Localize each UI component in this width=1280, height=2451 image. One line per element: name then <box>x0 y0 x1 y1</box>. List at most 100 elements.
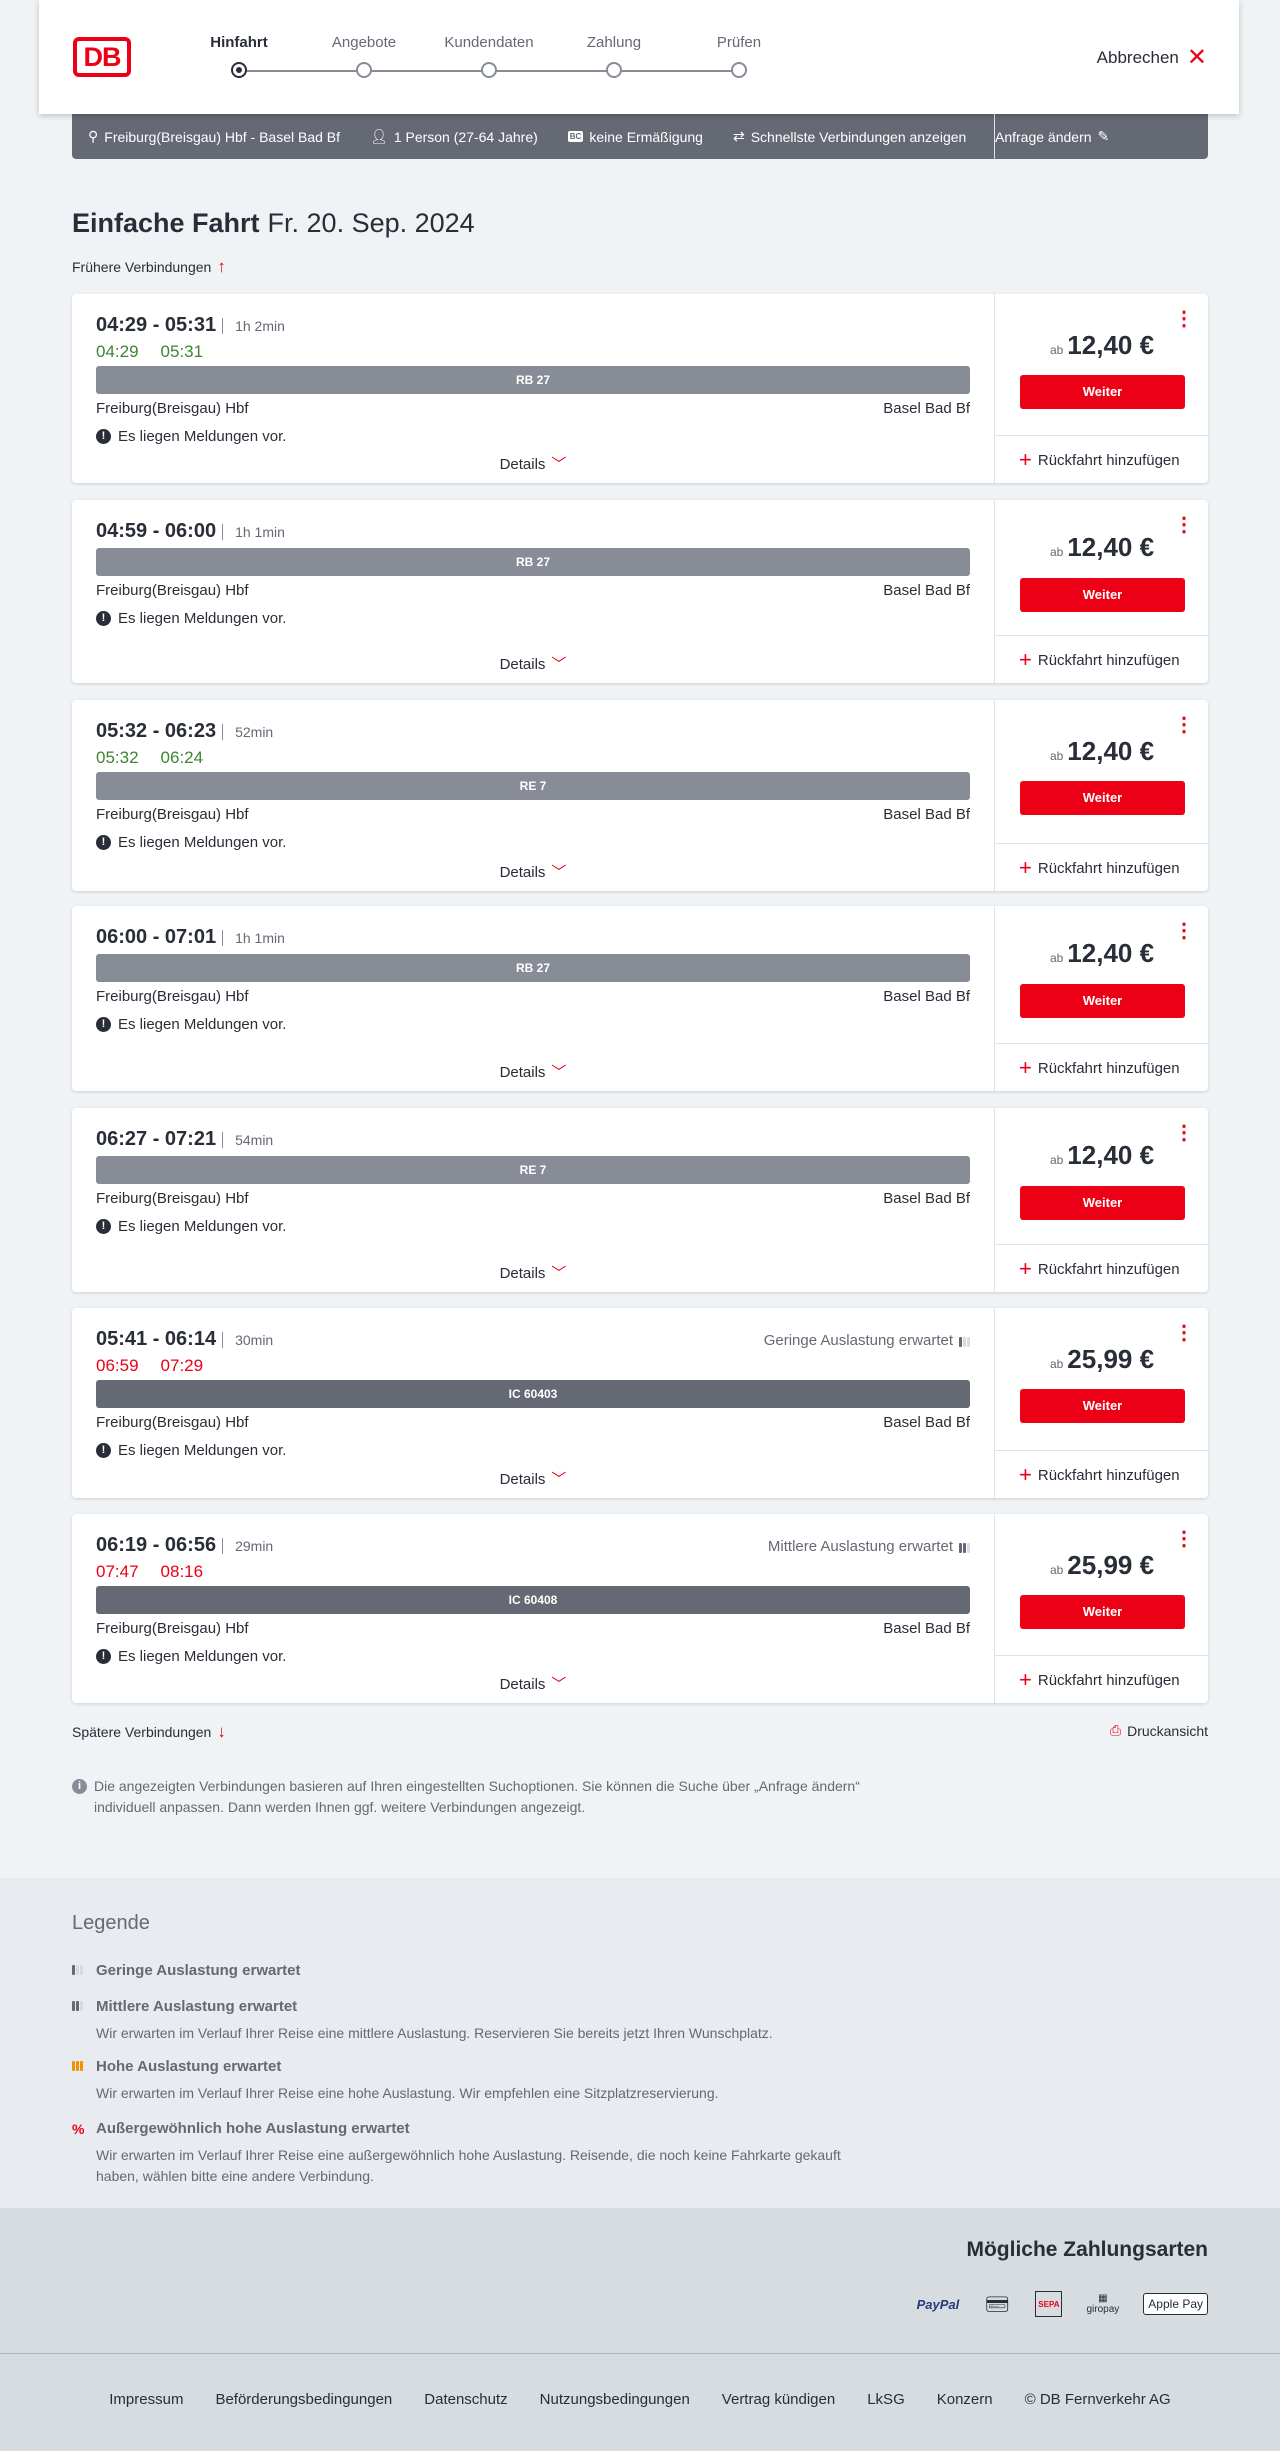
price: ab 25,99 € <box>995 1550 1209 1581</box>
continue-button[interactable]: Weiter <box>1020 1186 1185 1220</box>
disruption-message[interactable]: ! Es liegen Meldungen vor. <box>96 1016 286 1033</box>
add-return-button[interactable]: + Rückfahrt hinzufügen <box>1019 449 1180 471</box>
step-hinfahrt: Hinfahrt <box>179 34 299 78</box>
train-bar[interactable]: RB 27 <box>96 366 970 394</box>
change-request-label: Anfrage ändern <box>995 128 1092 145</box>
route-info: ⚲ Freiburg(Breisgau) Hbf - Basel Bad Bf <box>88 128 340 145</box>
db-logo[interactable]: DB <box>73 37 131 77</box>
cancel-button[interactable]: Abbrechen ✕ <box>1097 46 1207 70</box>
more-options-icon[interactable]: ⋮ <box>1174 714 1194 736</box>
add-return-button[interactable]: + Rückfahrt hinzufügen <box>1019 1464 1180 1486</box>
continue-button[interactable]: Weiter <box>1020 375 1185 409</box>
footer-link[interactable]: Konzern <box>936 2391 993 2408</box>
query-bar: ⚲ Freiburg(Breisgau) Hbf - Basel Bad Bf 👤… <box>72 114 1208 159</box>
duration: 52min <box>222 724 274 740</box>
add-return-button[interactable]: + Rückfahrt hinzufügen <box>1019 1669 1180 1691</box>
continue-button[interactable]: Weiter <box>1020 1595 1185 1629</box>
add-return-button[interactable]: + Rückfahrt hinzufügen <box>1019 1258 1180 1280</box>
duration: 30min <box>222 1332 274 1348</box>
progress-steps: Hinfahrt Angebote Kundendaten Zahlung Pr… <box>179 34 761 84</box>
continue-button[interactable]: Weiter <box>1020 781 1185 815</box>
step-dot <box>231 62 247 78</box>
location-pin-icon: ⚲ <box>88 128 99 144</box>
footer-link[interactable]: Nutzungsbedingungen <box>539 2391 690 2408</box>
occupancy-level-icon <box>72 1999 83 2011</box>
train-bar[interactable]: RE 7 <box>96 772 970 800</box>
train-bar[interactable]: IC 60408 <box>96 1586 970 1614</box>
realtime-times: 06:59 07:29 <box>96 1356 225 1376</box>
train-bar[interactable]: RB 27 <box>96 954 970 982</box>
chevron-down-icon: ﹀ <box>551 1471 567 1488</box>
more-options-icon[interactable]: ⋮ <box>1174 1322 1194 1344</box>
more-options-icon[interactable]: ⋮ <box>1174 920 1194 942</box>
train-bar[interactable]: RE 7 <box>96 1156 970 1184</box>
train-bar[interactable]: RB 27 <box>96 548 970 576</box>
details-toggle[interactable]: Details ﹀ <box>96 861 970 882</box>
person-icon: 👤︎ <box>370 128 388 144</box>
continue-button[interactable]: Weiter <box>1020 1389 1185 1423</box>
exclamation-icon: ! <box>96 1649 111 1664</box>
more-options-icon[interactable]: ⋮ <box>1174 308 1194 330</box>
add-return-label: Rückfahrt hinzufügen <box>1037 1059 1180 1077</box>
pencil-icon: ✎ <box>1097 128 1110 144</box>
bahncard-icon: BC <box>567 131 584 142</box>
message-text: Es liegen Meldungen vor. <box>118 834 287 851</box>
disruption-message[interactable]: ! Es liegen Meldungen vor. <box>96 610 286 627</box>
earlier-connections-link[interactable]: Frühere Verbindungen ↑ <box>72 257 226 277</box>
origin-station: Freiburg(Breisgau) Hbf <box>96 1414 249 1431</box>
details-toggle[interactable]: Details ﹀ <box>96 1061 970 1082</box>
print-label: Druckansicht <box>1127 1722 1208 1739</box>
later-connections-link[interactable]: Spätere Verbindungen ↓ <box>72 1722 226 1742</box>
price-prefix: ab <box>1049 749 1064 763</box>
chevron-down-icon: ﹀ <box>551 864 567 881</box>
details-toggle[interactable]: Details ﹀ <box>96 1262 970 1283</box>
footer-link[interactable]: LkSG <box>867 2391 905 2408</box>
add-return-label: Rückfahrt hinzufügen <box>1037 1671 1180 1689</box>
details-toggle[interactable]: Details ﹀ <box>96 653 970 674</box>
add-return-button[interactable]: + Rückfahrt hinzufügen <box>1019 649 1180 671</box>
disruption-message[interactable]: ! Es liegen Meldungen vor. <box>96 428 286 445</box>
disruption-message[interactable]: ! Es liegen Meldungen vor. <box>96 1218 286 1235</box>
info-note: i Die angezeigten Verbindungen basieren a… <box>72 1776 872 1818</box>
footer-link[interactable]: Beförderungsbedingungen <box>215 2391 393 2408</box>
realtime-times: 07:47 08:16 <box>96 1562 225 1582</box>
print-view-link[interactable]: ⎙ Druckansicht <box>1110 1722 1208 1739</box>
legend-section: Legende Geringe Auslastung erwartet Mittl… <box>0 1878 1280 2208</box>
change-request-button[interactable]: Anfrage ändern ✎ <box>994 114 1208 159</box>
message-text: Es liegen Meldungen vor. <box>118 610 287 627</box>
destination-station: Basel Bad Bf <box>883 806 970 823</box>
continue-button[interactable]: Weiter <box>1020 578 1185 612</box>
disruption-message[interactable]: ! Es liegen Meldungen vor. <box>96 1648 286 1665</box>
disruption-message[interactable]: ! Es liegen Meldungen vor. <box>96 834 286 851</box>
price: ab 12,40 € <box>995 736 1209 767</box>
add-return-button[interactable]: + Rückfahrt hinzufügen <box>1019 1057 1180 1079</box>
footer: Impressum Beförderungsbedingungen Datensch… <box>0 2353 1280 2451</box>
legend-item-title: Geringe Auslastung erwartet <box>96 1962 301 1979</box>
legend-item: % Außergewöhnlich hohe Auslastung erwarte… <box>72 2120 872 2187</box>
footer-link[interactable]: Vertrag kündigen <box>721 2391 836 2408</box>
details-toggle[interactable]: Details ﹀ <box>96 1673 970 1694</box>
details-toggle[interactable]: Details ﹀ <box>96 1468 970 1489</box>
chevron-down-icon: ﹀ <box>551 1265 567 1282</box>
more-options-icon[interactable]: ⋮ <box>1174 1122 1194 1144</box>
occupancy-indicator: Mittlere Auslastung erwartet <box>768 1538 970 1555</box>
connection-times: 05:32 - 06:23 52min <box>96 720 274 743</box>
footer-link[interactable]: Impressum <box>109 2391 184 2408</box>
footer-link[interactable]: Datenschutz <box>424 2391 508 2408</box>
add-return-button[interactable]: + Rückfahrt hinzufügen <box>1019 857 1180 879</box>
step-dot <box>731 62 747 78</box>
step-label: Kundendaten <box>444 34 534 51</box>
panel-divider <box>995 1450 1209 1451</box>
continue-button[interactable]: Weiter <box>1020 984 1185 1018</box>
connection-card: 06:00 - 07:01 1h 1min RB 27 Freiburg(Brei… <box>72 906 1209 1091</box>
step-zahlung: Zahlung <box>554 34 674 78</box>
more-options-icon[interactable]: ⋮ <box>1174 1528 1194 1550</box>
train-bar[interactable]: IC 60403 <box>96 1380 970 1408</box>
giropay-label: giropay <box>1086 2304 1120 2315</box>
step-pruefen: Prüfen <box>679 34 799 78</box>
footer-link: © DB Fernverkehr AG <box>1024 2391 1171 2408</box>
details-toggle[interactable]: Details ﹀ <box>96 453 970 474</box>
payment-title: Mögliche Zahlungsarten <box>966 2238 1208 2261</box>
more-options-icon[interactable]: ⋮ <box>1174 514 1194 536</box>
disruption-message[interactable]: ! Es liegen Meldungen vor. <box>96 1442 286 1459</box>
